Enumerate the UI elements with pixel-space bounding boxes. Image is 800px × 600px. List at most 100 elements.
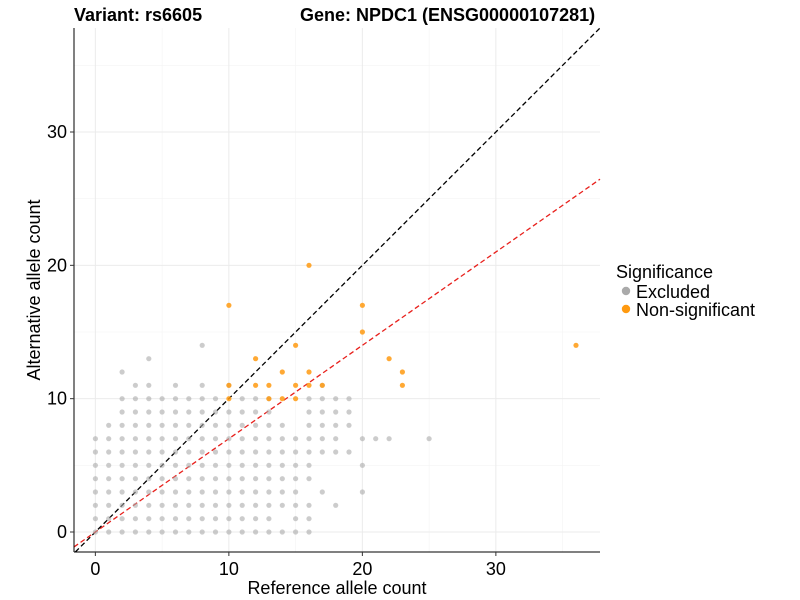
point-excluded-143 [146, 409, 152, 415]
point-excluded-109 [279, 449, 285, 455]
point-excluded-31 [92, 502, 98, 508]
point-excluded-178 [306, 436, 312, 442]
ticks: 0 10 20 30 0 10 20 30 [47, 122, 506, 579]
point-excluded-86 [186, 462, 192, 468]
point-excluded-115 [146, 436, 152, 442]
point-excluded-104 [212, 449, 219, 455]
point-excluded-169 [119, 369, 125, 375]
point-excluded-77 [279, 476, 285, 482]
point-excluded-187 [319, 396, 325, 402]
point-non-significant-21 [573, 342, 579, 348]
y-axis-title: Alternative allele count [24, 199, 44, 380]
legend-label-non-significant: Non-significant [636, 300, 755, 320]
point-excluded-91 [253, 462, 259, 468]
point-excluded-185 [319, 422, 325, 428]
point-excluded-59 [253, 489, 259, 495]
point-excluded-64 [106, 476, 112, 482]
point-excluded-194 [333, 396, 339, 402]
point-non-significant-2 [226, 396, 232, 402]
point-excluded-123 [253, 436, 259, 442]
point-excluded-184 [319, 436, 325, 442]
point-excluded-162 [253, 396, 259, 402]
point-excluded-110 [293, 449, 299, 455]
point-excluded-15 [293, 529, 299, 535]
point-excluded-92 [266, 462, 272, 468]
point-excluded-50 [132, 489, 138, 495]
point-excluded-80 [106, 462, 112, 468]
point-excluded-131 [159, 422, 165, 428]
point-excluded-161 [239, 396, 245, 402]
x-tick-label-3: 30 [486, 559, 506, 579]
point-excluded-14 [279, 529, 285, 535]
fit-line [73, 178, 601, 548]
point-excluded-102 [186, 449, 192, 455]
x-tick-label-0: 0 [90, 559, 100, 579]
point-excluded-122 [239, 436, 245, 442]
point-excluded-38 [186, 502, 192, 508]
point-excluded-74 [239, 476, 245, 482]
point-excluded-21 [159, 516, 165, 522]
point-excluded-198 [346, 396, 352, 402]
chart-title-gene: Gene: NPDC1 (ENSG00000107281) [300, 5, 595, 25]
point-excluded-155 [146, 396, 152, 402]
point-excluded-137 [239, 422, 245, 428]
point-excluded-49 [119, 489, 125, 495]
point-excluded-172 [306, 529, 312, 535]
point-excluded-3 [132, 529, 138, 535]
point-excluded-35 [146, 502, 152, 508]
point-excluded-96 [106, 449, 112, 455]
point-excluded-36 [159, 502, 165, 508]
point-non-significant-5 [266, 382, 272, 388]
point-excluded-51 [146, 489, 152, 495]
point-non-significant-9 [293, 342, 299, 348]
x-tick-label-1: 10 [219, 559, 239, 579]
point-excluded-152 [266, 409, 272, 415]
point-excluded-126 [293, 436, 299, 442]
point-excluded-144 [159, 409, 165, 415]
point-excluded-68 [159, 476, 165, 482]
point-excluded-112 [106, 436, 112, 442]
point-excluded-62 [293, 489, 299, 495]
point-excluded-190 [333, 449, 339, 455]
point-excluded-23 [186, 516, 192, 522]
point-non-significant-7 [279, 369, 285, 375]
point-excluded-171 [199, 342, 205, 348]
point-excluded-17 [106, 516, 112, 522]
point-excluded-181 [306, 396, 312, 402]
point-excluded-87 [199, 462, 205, 468]
point-excluded-170 [146, 356, 152, 362]
legend: Significance Excluded Non-significant [616, 262, 755, 320]
point-non-significant-1 [226, 382, 232, 388]
point-excluded-146 [186, 409, 192, 415]
point-excluded-7 [186, 529, 192, 535]
point-excluded-65 [119, 476, 125, 482]
point-excluded-157 [172, 396, 179, 402]
point-excluded-106 [239, 449, 245, 455]
point-excluded-204 [426, 436, 432, 442]
point-excluded-8 [199, 529, 205, 535]
point-excluded-158 [186, 396, 192, 402]
y-tick-label-2: 20 [47, 255, 67, 275]
point-excluded-130 [146, 422, 152, 428]
point-excluded-177 [306, 449, 312, 455]
point-excluded-183 [319, 449, 325, 455]
point-excluded-26 [226, 516, 232, 522]
point-excluded-149 [226, 409, 232, 415]
x-tick-label-2: 20 [352, 559, 372, 579]
point-excluded-4 [146, 529, 152, 535]
point-excluded-159 [199, 396, 205, 402]
point-excluded-118 [186, 436, 192, 442]
point-excluded-199 [359, 489, 365, 495]
point-excluded-40 [212, 502, 219, 508]
point-excluded-75 [253, 476, 259, 482]
chart-title-variant: Variant: rs6605 [74, 5, 202, 25]
point-excluded-16 [92, 516, 98, 522]
point-excluded-30 [293, 516, 299, 522]
reference-lines [73, 27, 601, 553]
point-excluded-2 [119, 529, 125, 535]
point-excluded-46 [293, 502, 299, 508]
point-non-significant-19 [399, 369, 405, 375]
point-excluded-69 [172, 476, 179, 482]
point-excluded-191 [333, 436, 339, 442]
point-excluded-174 [306, 502, 312, 508]
